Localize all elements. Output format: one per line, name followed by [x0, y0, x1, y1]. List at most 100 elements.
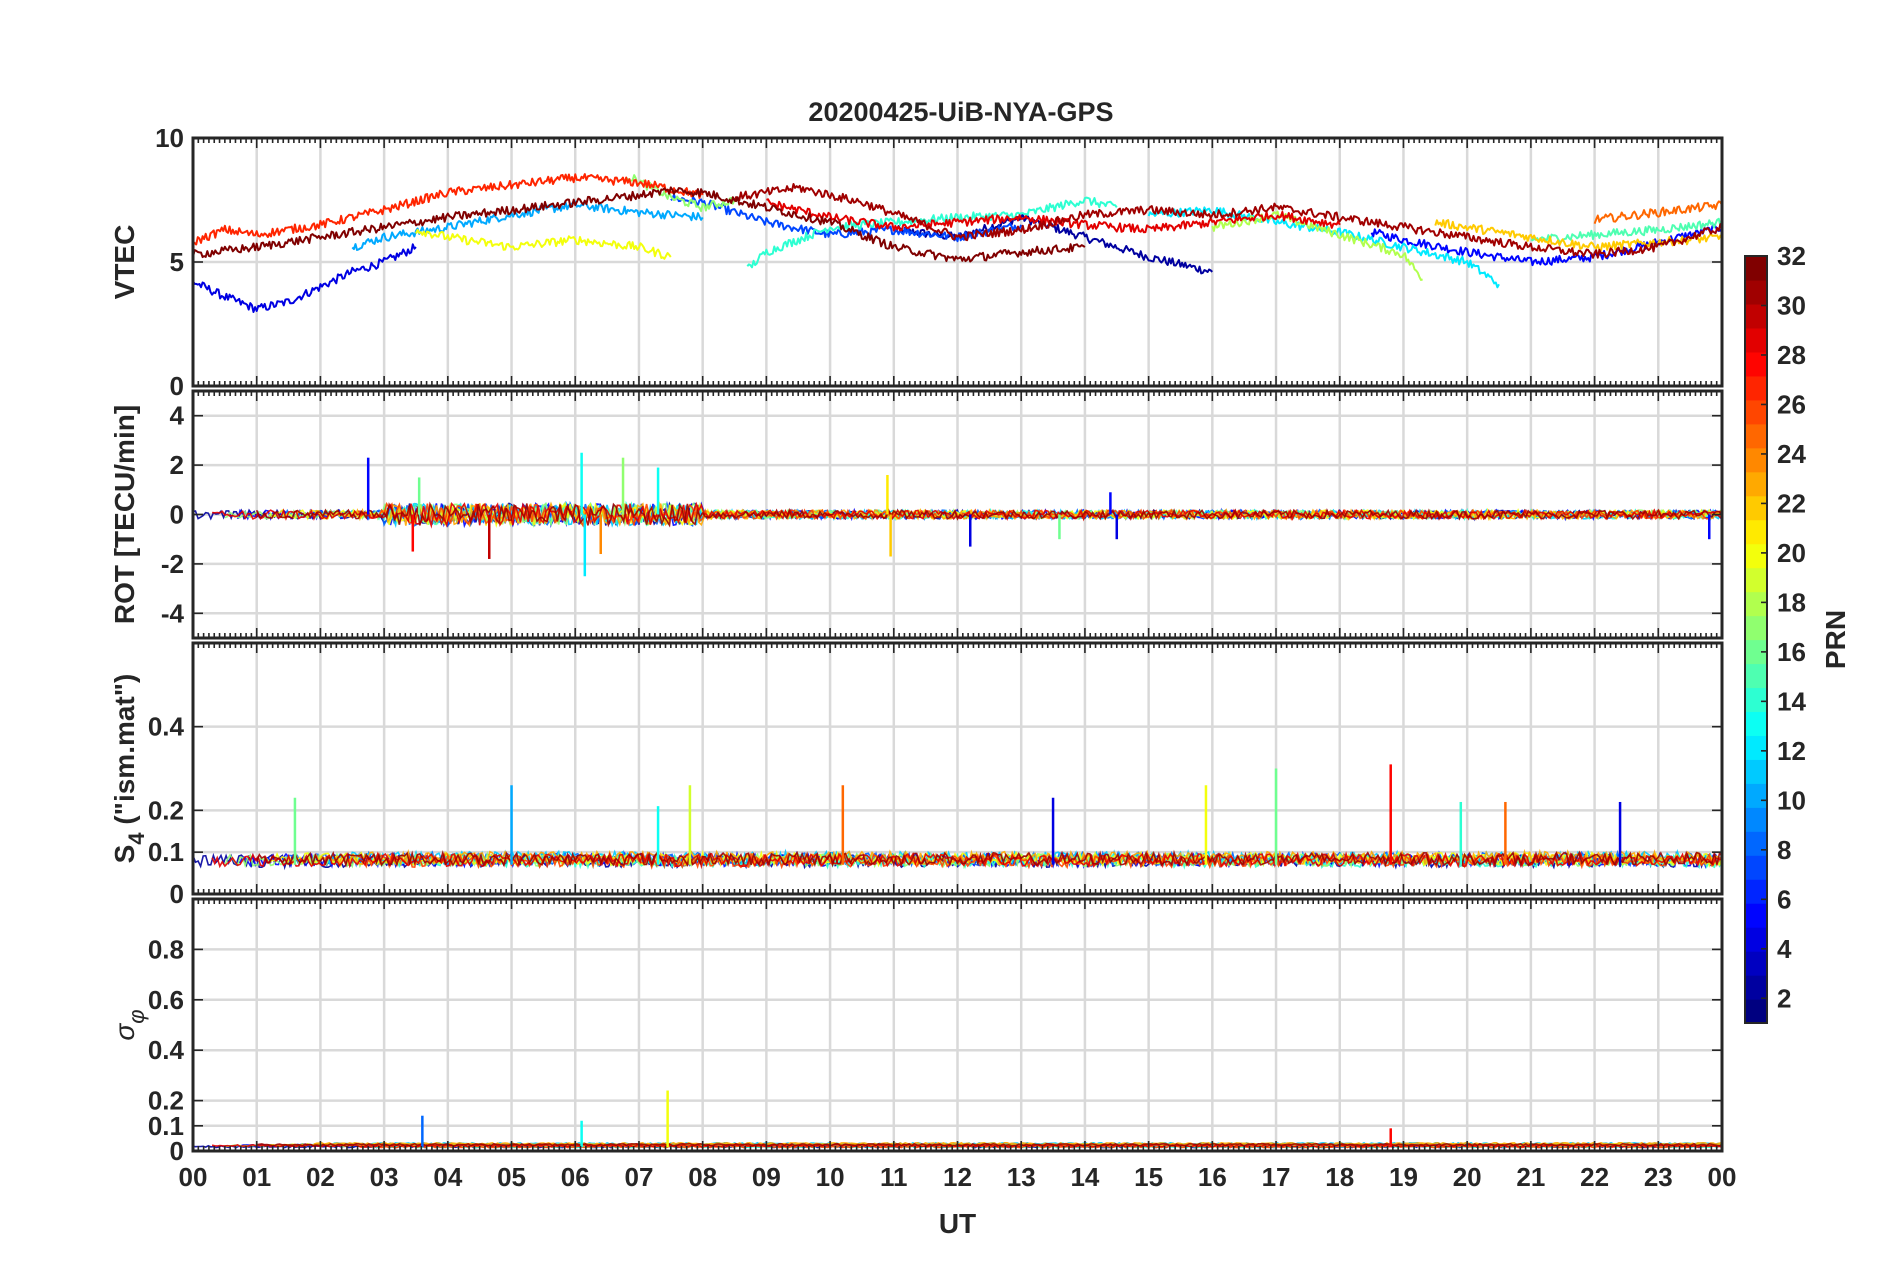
y-tick-label: -2	[161, 549, 184, 579]
x-tick-label: 15	[1134, 1162, 1163, 1192]
colorbar-tick-label: 24	[1777, 439, 1806, 469]
colorbar-tick-label: 22	[1777, 488, 1806, 518]
colorbar-tick-label: 18	[1777, 587, 1806, 617]
y-tick-label: 0.1	[148, 837, 184, 867]
x-tick-label: 21	[1516, 1162, 1545, 1192]
series-group	[192, 452, 1723, 577]
y-axis-label-sub: 4	[124, 832, 149, 845]
y-tick-label: 4	[170, 401, 185, 431]
colorbar-band	[1745, 927, 1767, 952]
series-prn-18	[1211, 210, 1423, 281]
colorbar-band	[1745, 567, 1767, 593]
colorbar-band	[1745, 256, 1767, 281]
colorbar-tick-label: 16	[1777, 637, 1806, 667]
colorbar-tick-label: 32	[1777, 241, 1806, 271]
colorbar-tick-label: 8	[1777, 835, 1791, 865]
series-prn-7	[670, 193, 1023, 243]
x-tick-label: 03	[370, 1162, 399, 1192]
y-tick-label: 0.4	[148, 712, 185, 742]
panel-rot: -4 -2 0 2 4 ROT [TECU/min]	[109, 389, 1724, 640]
x-tick-label: 04	[433, 1162, 462, 1192]
series-prn-27	[192, 173, 704, 246]
colorbar-tick-label: 12	[1777, 736, 1806, 766]
series-prn-20	[415, 229, 672, 260]
y-tick-label: 0.8	[148, 934, 184, 964]
x-tick-label: 01	[242, 1162, 271, 1192]
y-tick-label: 0.2	[148, 795, 184, 825]
panel-vtec: 0 5 10 VTEC	[109, 123, 1724, 401]
colorbar-band	[1745, 879, 1767, 904]
y-axis-label-sub: φ	[124, 1009, 149, 1023]
y-tick-label: 0	[170, 500, 184, 530]
y-axis-label-main: S	[109, 845, 140, 864]
colorbar-tick-label: 10	[1777, 785, 1806, 815]
tick-marks	[192, 137, 1723, 387]
colorbar-band	[1745, 639, 1767, 665]
tick-marks	[192, 643, 1723, 895]
colorbar-tick-label: 28	[1777, 340, 1806, 370]
colorbar-band	[1745, 303, 1767, 329]
x-tick-label: 16	[1198, 1162, 1227, 1192]
x-tick-label: 23	[1644, 1162, 1673, 1192]
colorbar-band	[1745, 471, 1767, 497]
series-prn-10	[351, 200, 704, 251]
y-axis-label-main: σ	[109, 1023, 140, 1041]
colorbar-tick-label: 2	[1777, 983, 1791, 1013]
x-tick-label: 00	[1708, 1162, 1737, 1192]
x-tick-label: 14	[1070, 1162, 1099, 1192]
y-axis-label-rest: ("ism.mat")	[109, 674, 140, 833]
colorbar-band	[1745, 711, 1767, 736]
colorbar-band	[1745, 663, 1767, 689]
colorbar-frame	[1744, 255, 1768, 1024]
series-prn-31	[733, 183, 1723, 259]
colorbar-tick-label: 14	[1777, 686, 1806, 716]
trace-prn-29	[211, 851, 1721, 870]
y-axis-label: S4 ("ism.mat")	[109, 674, 149, 864]
colorbar-band	[1745, 687, 1767, 713]
y-axis-label: VTEC	[109, 225, 140, 300]
y-tick-label: 0	[170, 371, 184, 401]
x-axis-label: UT	[939, 1208, 976, 1239]
y-tick-label: 10	[155, 123, 184, 153]
colorbar-band	[1745, 351, 1767, 377]
colorbar-tick-label: 6	[1777, 884, 1791, 914]
x-tick-label: 09	[752, 1162, 781, 1192]
series-group	[192, 764, 1723, 871]
x-tick-label: 22	[1580, 1162, 1609, 1192]
trace-prn-31	[255, 849, 1723, 868]
y-axis-label: ROT [TECU/min]	[109, 405, 140, 624]
x-tick-label: 12	[943, 1162, 972, 1192]
series-prn-4	[192, 243, 417, 313]
colorbar-band	[1745, 783, 1767, 808]
colorbar-tick-label: 30	[1777, 290, 1806, 320]
x-tick-label: 19	[1389, 1162, 1418, 1192]
series-prn-29	[766, 198, 1341, 234]
series-prn-25	[1593, 200, 1723, 225]
colorbar-band	[1745, 975, 1767, 1000]
x-tick-label: 17	[1262, 1162, 1291, 1192]
x-tick-label: 00	[179, 1162, 208, 1192]
colorbar-band	[1745, 903, 1767, 928]
colorbar-band	[1745, 423, 1767, 449]
chart-title: 20200425-UiB-NYA-GPS	[808, 97, 1113, 127]
colorbar-band	[1745, 447, 1767, 473]
trace-prn-31	[255, 501, 1723, 528]
colorbar-tick-label: 26	[1777, 389, 1806, 419]
y-tick-label: 0.6	[148, 985, 184, 1015]
colorbar-band	[1745, 615, 1767, 641]
panel-s4: 00.10.20.4S4 ("ism.mat")	[109, 641, 1724, 909]
y-tick-label: 0.2	[148, 1086, 184, 1116]
x-tick-label: 11	[880, 1162, 908, 1192]
x-tick-label: 13	[1007, 1162, 1036, 1192]
y-tick-label: -4	[161, 598, 185, 628]
y-tick-label: 0.1	[148, 1111, 184, 1141]
colorbar-tick-label: 20	[1777, 538, 1806, 568]
series-group	[192, 173, 1723, 313]
colorbar-band	[1745, 495, 1767, 521]
series-prn-32	[192, 186, 1086, 263]
x-tick-label: 07	[624, 1162, 653, 1192]
x-tick-label: 05	[497, 1162, 526, 1192]
colorbar-band	[1745, 759, 1767, 784]
